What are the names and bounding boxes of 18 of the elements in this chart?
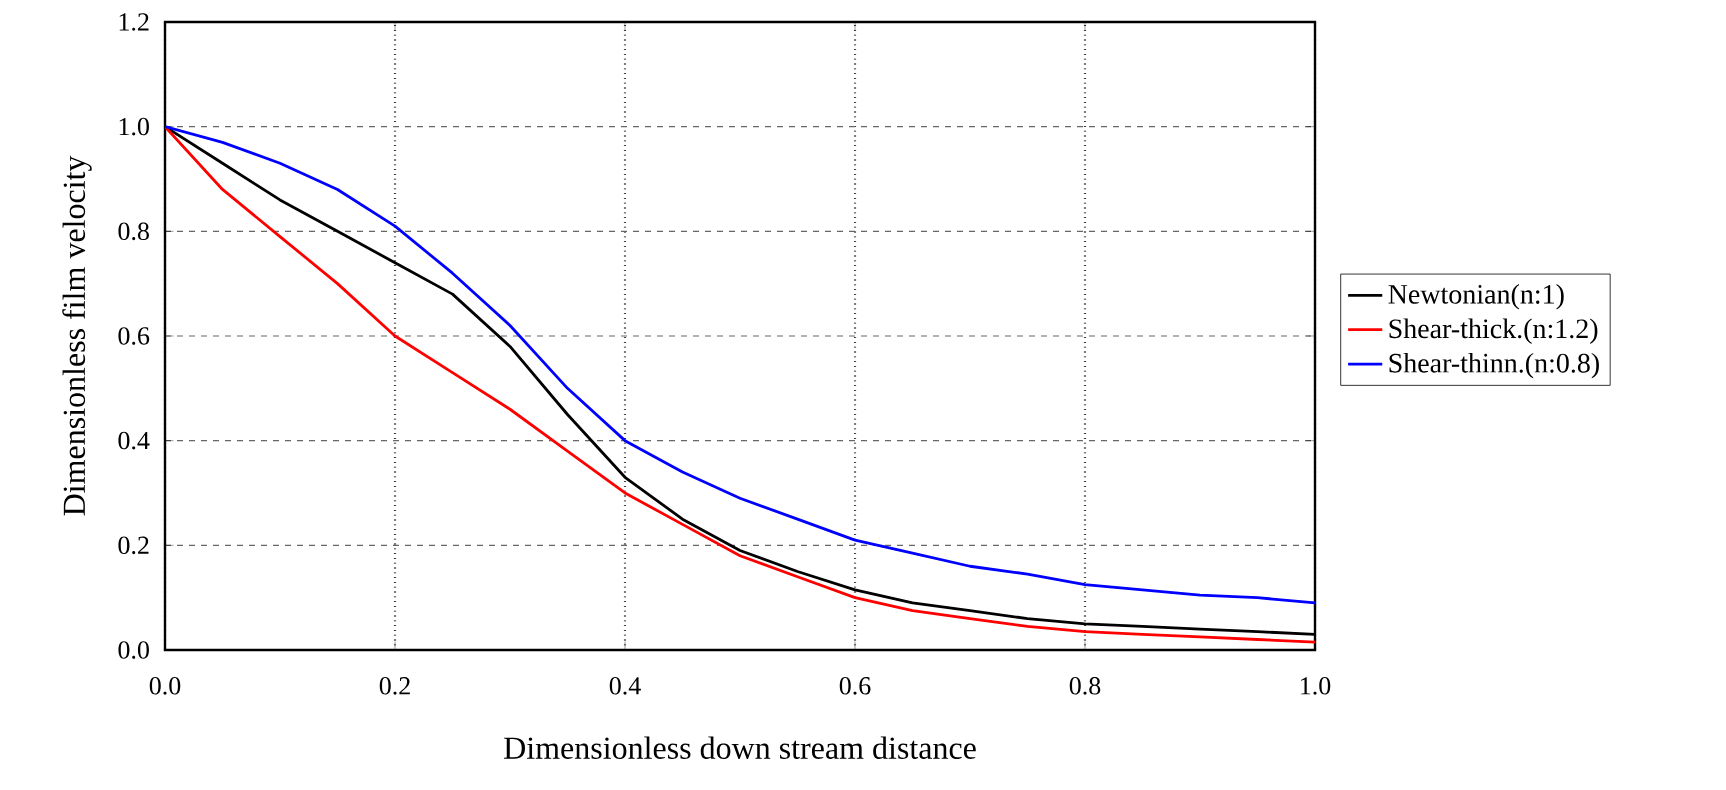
y-tick-label: 0.4 bbox=[118, 431, 150, 450]
y-axis-title: Dimensionless film velocity bbox=[62, 155, 92, 516]
x-tick-label: 0.6 bbox=[839, 677, 871, 695]
x-axis-title: Dimensionless down stream distance bbox=[504, 736, 976, 759]
x-tick-label: 0.8 bbox=[1069, 677, 1101, 695]
legend-label: Shear-thick.(n:1.2) bbox=[1389, 318, 1598, 344]
x-tick-label: 0.0 bbox=[149, 677, 181, 695]
x-tick-label: 1.0 bbox=[1301, 677, 1331, 695]
legend-label: Newtonian(n:1) bbox=[1388, 284, 1564, 310]
y-tick-label: 0.2 bbox=[118, 536, 149, 555]
y-tick-label: 0.6 bbox=[118, 327, 150, 345]
y-tick-label: 0.8 bbox=[118, 222, 149, 241]
legend-label: Shear-thinn.(n:0.8) bbox=[1389, 352, 1599, 379]
y-tick-label: 1.0 bbox=[119, 117, 149, 136]
x-tick-label: 0.2 bbox=[379, 677, 410, 695]
x-tick-label: 0.4 bbox=[609, 677, 641, 695]
y-tick-label: 1.2 bbox=[119, 13, 149, 31]
y-tick-label: 0.0 bbox=[118, 641, 149, 659]
